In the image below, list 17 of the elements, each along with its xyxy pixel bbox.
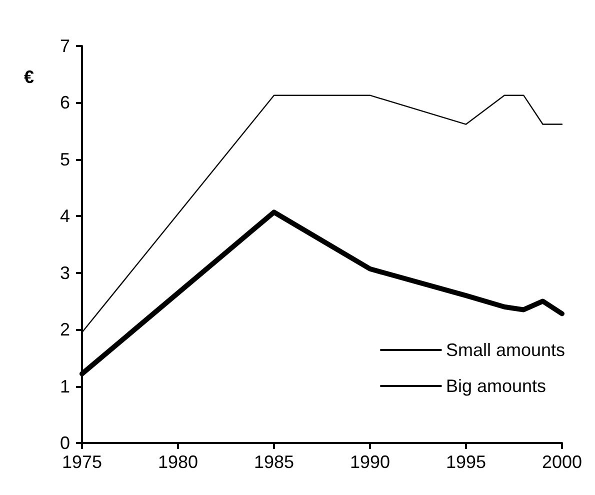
y-axis-title: € (24, 67, 34, 87)
y-tick-label: 5 (60, 149, 70, 170)
y-tick-label: 3 (60, 262, 70, 283)
legend-label: Small amounts (446, 340, 566, 360)
y-tick-label: 0 (60, 433, 70, 453)
x-tick-label: 2000 (542, 452, 582, 472)
y-tick-label: 6 (60, 92, 70, 113)
x-tick-label: 1975 (62, 452, 102, 472)
y-tick-label: 4 (60, 206, 70, 226)
x-tick-label: 1980 (158, 452, 198, 472)
legend-label: Big amounts (446, 376, 546, 396)
x-tick-label: 1990 (350, 452, 390, 472)
y-tick-label: 7 (60, 36, 70, 56)
y-tick-label: 2 (60, 320, 70, 340)
y-tick-label: 1 (60, 376, 70, 396)
x-tick-label: 1985 (254, 452, 294, 472)
x-tick-label: 1995 (446, 452, 486, 472)
